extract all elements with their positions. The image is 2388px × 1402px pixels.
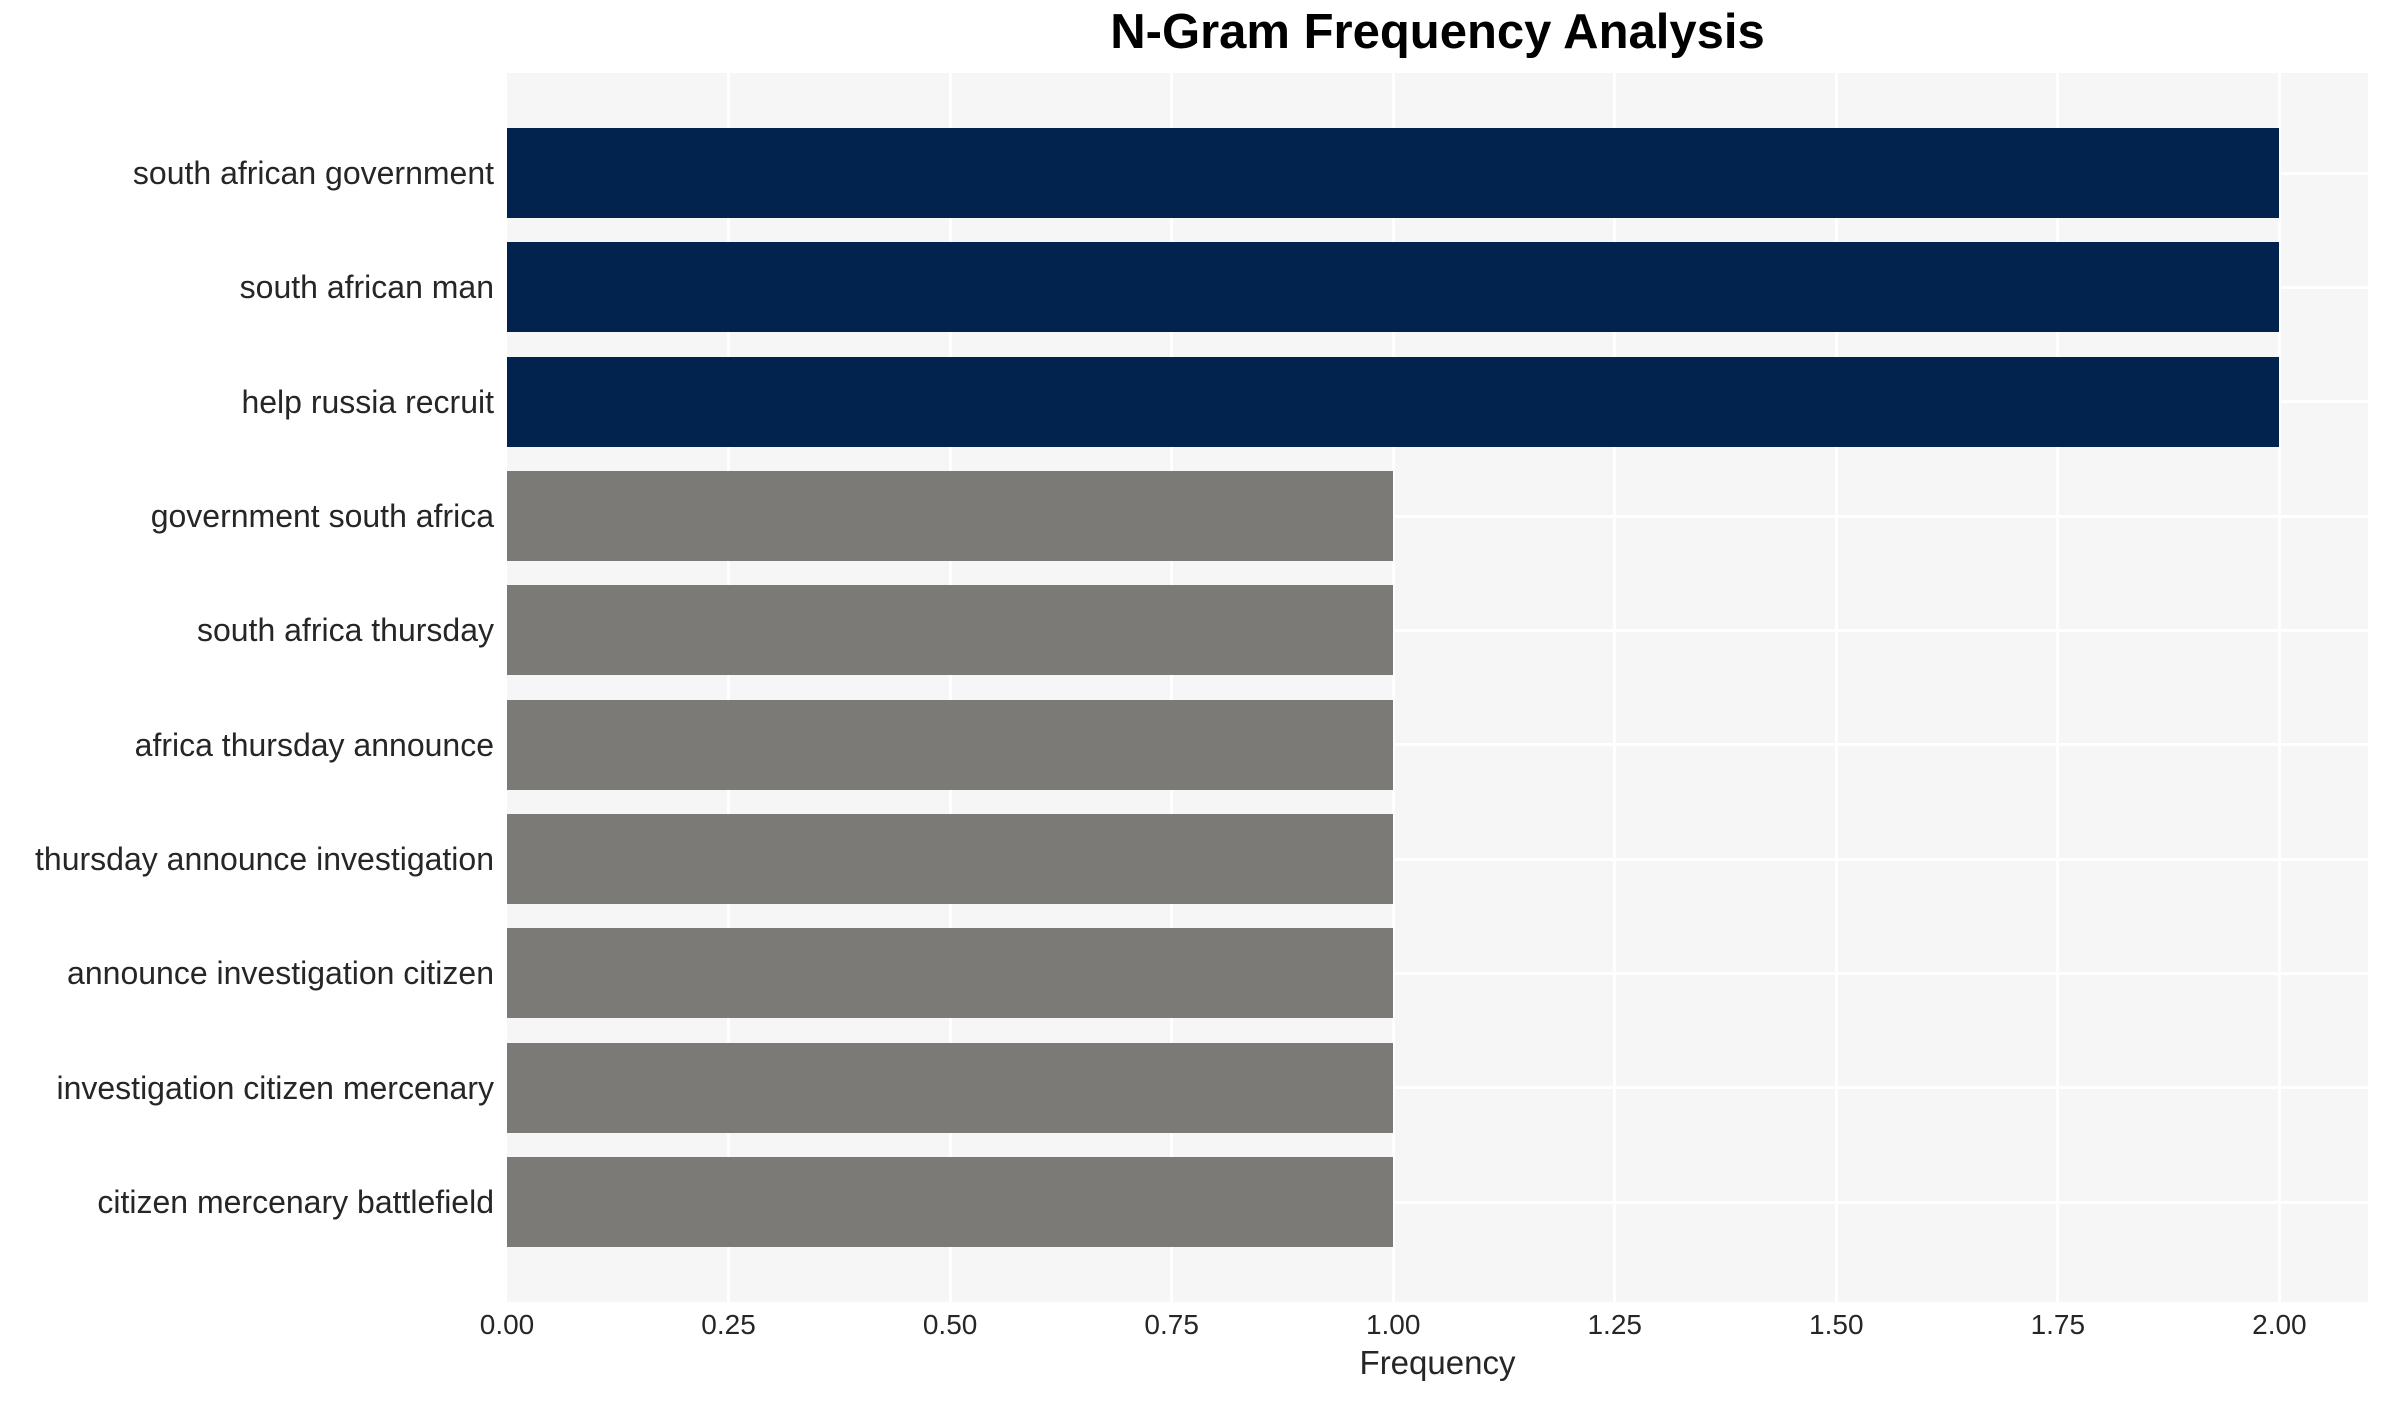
y-tick-label: government south africa xyxy=(150,498,494,534)
horizontal-gridline xyxy=(507,1086,2368,1090)
x-tick-label: 1.00 xyxy=(1365,1309,1421,1340)
y-tick-label: thursday announce investigation xyxy=(35,841,494,877)
vertical-gridline xyxy=(1170,73,1174,1302)
bar-government-south-africa xyxy=(507,471,1394,561)
vertical-gridline xyxy=(2277,73,2281,1302)
vertical-gridline xyxy=(1834,73,1838,1302)
x-tick-label: 2.00 xyxy=(2252,1309,2307,1340)
vertical-gridline xyxy=(1613,73,1617,1302)
horizontal-gridline xyxy=(507,1200,2368,1204)
bar-announce-investigation-citizen xyxy=(507,928,1394,1019)
vertical-gridline xyxy=(2056,73,2060,1302)
x-tick-label: 0.50 xyxy=(922,1309,978,1340)
x-tick-label: 1.25 xyxy=(1587,1309,1642,1340)
chart-title: N-Gram Frequency Analysis xyxy=(1110,5,1765,59)
bar-south-africa-thursday xyxy=(507,585,1394,676)
x-tick-label: 0.75 xyxy=(1144,1309,1199,1340)
bar-south-african-government xyxy=(507,128,2280,218)
x-tick-label: 0.25 xyxy=(701,1309,756,1340)
x-axis-label: Frequency xyxy=(1359,1344,1516,1381)
y-tick-label: south african government xyxy=(132,155,494,191)
x-tick-label: 0.00 xyxy=(479,1309,535,1340)
y-tick-label: help russia recruit xyxy=(241,383,494,420)
plot-area xyxy=(507,73,2368,1302)
bar-thursday-announce-investigation xyxy=(507,814,1394,904)
x-tick-label: 1.50 xyxy=(1809,1309,1864,1340)
y-tick-label: announce investigation citizen xyxy=(67,955,494,992)
y-tick-label: south africa thursday xyxy=(196,612,494,649)
vertical-gridline xyxy=(727,73,731,1302)
horizontal-gridline xyxy=(507,628,2368,632)
y-tick-label: south african man xyxy=(239,269,494,306)
bar-citizen-mercenary-battlefield xyxy=(507,1157,1394,1247)
bar-africa-thursday-announce xyxy=(507,699,1394,790)
bar-help-russia-recruit xyxy=(507,356,2280,447)
horizontal-gridline xyxy=(507,743,2368,747)
x-tick-label: 1.75 xyxy=(2030,1309,2086,1340)
horizontal-gridline xyxy=(507,514,2368,518)
vertical-gridline xyxy=(1391,73,1395,1302)
horizontal-gridline xyxy=(507,857,2368,861)
bar-south-african-man xyxy=(507,242,2280,333)
bar-investigation-citizen-mercenary xyxy=(507,1042,1394,1133)
vertical-gridline xyxy=(948,73,952,1302)
y-tick-label: africa thursday announce xyxy=(134,726,494,763)
y-tick-label: citizen mercenary battlefield xyxy=(97,1184,494,1220)
horizontal-gridline xyxy=(507,971,2368,975)
y-tick-label: investigation citizen mercenary xyxy=(56,1069,494,1106)
